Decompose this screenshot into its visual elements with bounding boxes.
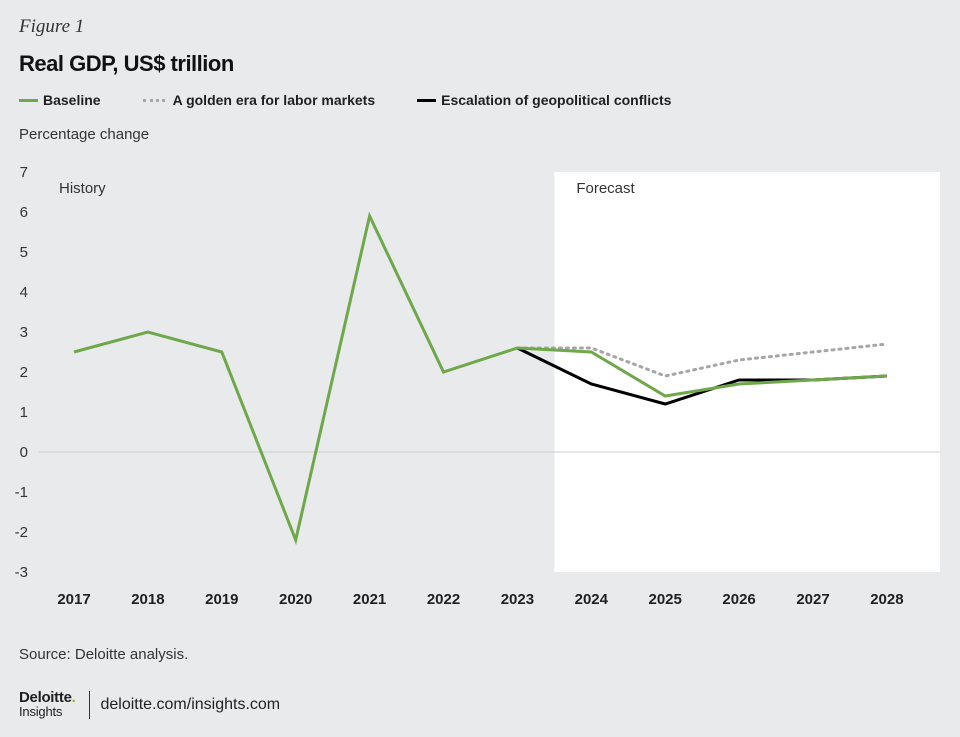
legend: Baseline A golden era for labor markets … bbox=[19, 90, 713, 110]
series-line-baseline bbox=[73, 211, 887, 546]
deloitte-insights-logo: Deloitte. Insights bbox=[19, 689, 76, 719]
legend-item-golden-era: A golden era for labor markets bbox=[142, 92, 376, 108]
x-axis: 2017 2018 2019 2020 2021 2022 2023 2024 2025 2026… bbox=[57, 591, 903, 608]
x-tick-label: 2028 bbox=[870, 591, 903, 608]
x-tick-label: 2022 bbox=[427, 591, 460, 608]
y-tick-label: 2 bbox=[20, 364, 28, 381]
brand-sub: Insights bbox=[19, 704, 63, 719]
legend-item-escalation: Escalation of geopolitical conflicts bbox=[417, 92, 671, 108]
x-tick-label: 2023 bbox=[501, 591, 534, 608]
series-lines bbox=[73, 211, 889, 546]
x-tick-label: 2024 bbox=[575, 591, 609, 608]
footer-divider bbox=[89, 691, 91, 719]
figure-label: Figure 1 bbox=[19, 16, 85, 37]
brand-dot: . bbox=[71, 689, 76, 706]
footer-url[interactable]: deloitte.com/insights.com bbox=[100, 696, 281, 713]
series-line-a-golden-era-for-labor-markets bbox=[515, 342, 889, 378]
y-tick-label: -2 bbox=[15, 524, 28, 541]
y-tick-label: 0 bbox=[20, 444, 28, 461]
y-tick-label: 6 bbox=[20, 204, 28, 221]
brand-name-text: Deloitte bbox=[19, 689, 72, 706]
y-tick-label: -3 bbox=[15, 564, 28, 581]
source-note: Source: Deloitte analysis. bbox=[19, 646, 189, 663]
x-tick-label: 2018 bbox=[131, 591, 164, 608]
y-tick-label: 3 bbox=[20, 324, 28, 341]
x-tick-label: 2019 bbox=[205, 591, 238, 608]
x-tick-label: 2021 bbox=[353, 591, 386, 608]
footer: Deloitte. Insights deloitte.com/insights… bbox=[19, 690, 280, 720]
legend-label-baseline: Baseline bbox=[43, 92, 101, 108]
y-axis: 7 6 5 4 3 2 1 0 -1 -2 -3 bbox=[15, 164, 28, 581]
x-tick-label: 2027 bbox=[796, 591, 829, 608]
history-label: History bbox=[59, 180, 106, 197]
brand-name: Deloitte. bbox=[19, 689, 76, 706]
y-tick-label: 7 bbox=[20, 164, 28, 181]
legend-swatch-golden-era bbox=[142, 98, 165, 102]
legend-item-baseline: Baseline bbox=[19, 92, 101, 108]
x-tick-label: 2017 bbox=[57, 591, 90, 608]
x-tick-label: 2025 bbox=[649, 591, 682, 608]
forecast-region bbox=[554, 172, 940, 572]
legend-swatch-escalation bbox=[417, 98, 437, 102]
x-tick-label: 2026 bbox=[722, 591, 755, 608]
legend-swatch-baseline bbox=[19, 98, 38, 102]
chart-title: Real GDP, US$ trillion bbox=[19, 51, 234, 76]
y-tick-label: -1 bbox=[15, 484, 28, 501]
y-tick-label: 4 bbox=[20, 284, 28, 301]
legend-label-escalation: Escalation of geopolitical conflicts bbox=[441, 92, 672, 108]
x-tick-label: 2020 bbox=[279, 591, 312, 608]
y-axis-unit-label: Percentage change bbox=[19, 126, 150, 143]
y-tick-label: 1 bbox=[20, 404, 28, 421]
forecast-label: Forecast bbox=[576, 180, 635, 197]
legend-label-golden-era: A golden era for labor markets bbox=[172, 92, 376, 108]
y-tick-label: 5 bbox=[20, 244, 28, 261]
